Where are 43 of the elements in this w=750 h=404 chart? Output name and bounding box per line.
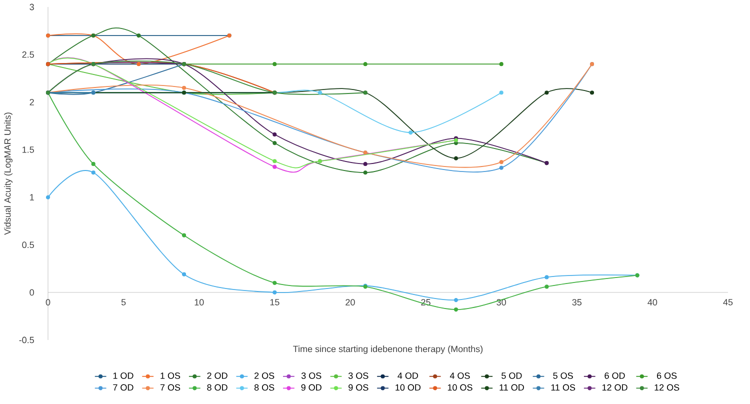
- legend-label: 6 OS: [657, 372, 677, 379]
- legend-label: 3 OS: [301, 372, 322, 379]
- legend-label: 7 OS: [160, 384, 180, 391]
- x-tick-label: 20: [346, 299, 355, 306]
- legend-label: 8 OS: [254, 384, 274, 391]
- legend-label: 4 OD: [398, 372, 418, 379]
- legend-label: 4 OS: [450, 372, 470, 379]
- y-tick-label: 2: [30, 98, 34, 106]
- x-tick-label: 5: [121, 299, 126, 306]
- legend-label: 10 OS: [448, 384, 472, 391]
- y-tick-label: 1.5: [22, 146, 34, 153]
- legend-label: 9 OD: [301, 384, 322, 391]
- legend-label: 11 OD: [500, 384, 524, 391]
- legend-label: 9 OS: [348, 384, 368, 391]
- y-tick-label: -0.5: [19, 336, 34, 344]
- legend-label: 2 OD: [207, 372, 228, 379]
- x-tick-label: 40: [648, 299, 658, 306]
- x-tick-label: 45: [723, 299, 733, 306]
- legend-label: 3 OS: [348, 372, 368, 379]
- legend-label: 10 OD: [396, 384, 421, 391]
- legend-label: 2 OS: [254, 372, 274, 379]
- legend-label: 12 OS: [654, 384, 680, 391]
- y-tick-label: 0.5: [22, 242, 34, 248]
- x-tick-label: 10: [194, 299, 204, 306]
- x-tick-label: 15: [270, 299, 280, 306]
- y-tick-label: 0: [30, 289, 34, 296]
- x-axis-title: Time since starting idebenone therapy (Months): [293, 346, 483, 354]
- y-tick-label: 2.5: [22, 51, 34, 58]
- y-tick-label: 3: [30, 4, 34, 10]
- legend-label: 8 OD: [207, 384, 228, 391]
- legend-label: 7 OD: [113, 384, 134, 391]
- x-tick-label: 0: [46, 299, 50, 306]
- legend-label: 1 OD: [113, 372, 134, 379]
- x-tick-label: 30: [496, 299, 506, 306]
- legend-label: 12 OD: [602, 384, 628, 391]
- y-tick-label: 1: [30, 194, 34, 200]
- legend-label: 6 OD: [604, 372, 625, 379]
- legend-label: 11 OS: [551, 384, 576, 391]
- x-tick-label: 35: [572, 299, 582, 306]
- y-axis-title: Vidsual Acuity (LogMAR Units): [4, 112, 12, 235]
- legend-label: 5 OS: [553, 372, 573, 379]
- legend-label: 5 OD: [502, 372, 522, 379]
- legend-label: 1 OS: [160, 372, 180, 379]
